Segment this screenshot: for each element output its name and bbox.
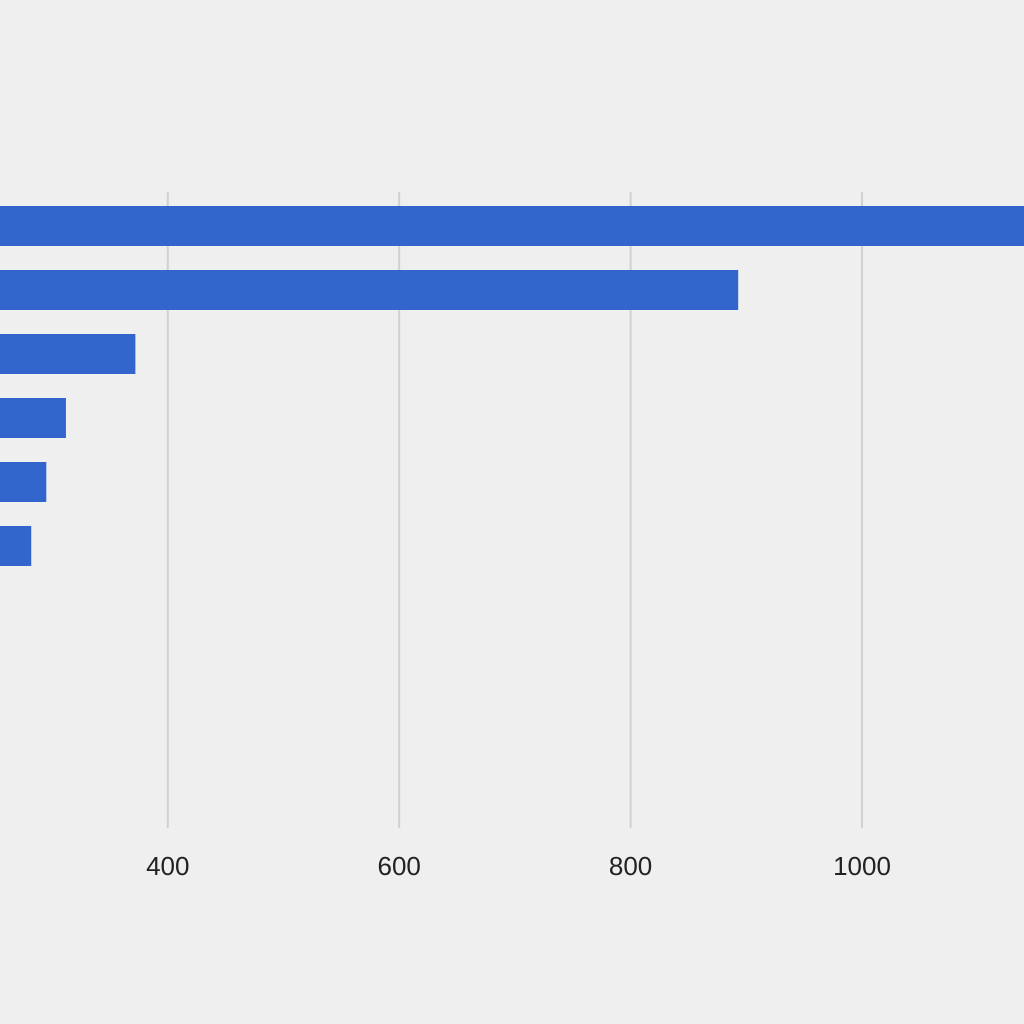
bar (0, 526, 32, 566)
bar (0, 398, 66, 438)
x-tick-label: 800 (609, 851, 652, 881)
x-tick-label: 1000 (833, 851, 891, 881)
bar (0, 270, 739, 310)
x-tick-label: 600 (377, 851, 420, 881)
bar (0, 206, 1024, 246)
bar (0, 462, 47, 502)
bar (0, 334, 136, 374)
x-tick-label: 400 (146, 851, 189, 881)
